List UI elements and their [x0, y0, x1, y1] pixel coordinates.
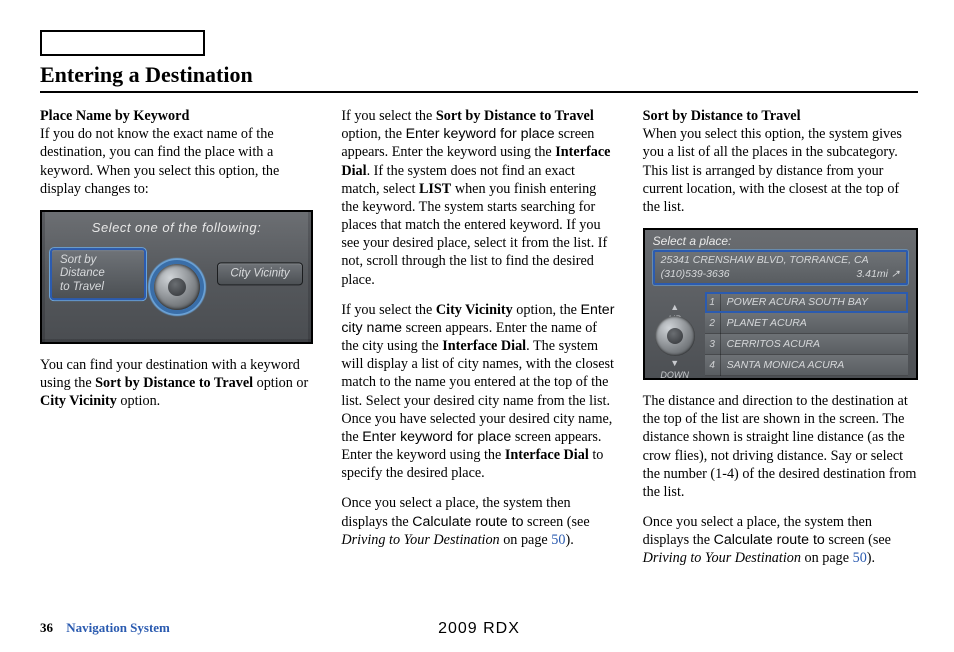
t: Sort by Distance to Travel — [436, 108, 594, 124]
t: screen (see — [825, 532, 891, 548]
shot2-title: Select a place: — [653, 234, 732, 249]
col1-heading: Place Name by Keyword — [40, 108, 189, 124]
col3-p2: The distance and direction to the destin… — [643, 392, 918, 501]
t: If you select the — [341, 302, 436, 318]
row-num: 4 — [705, 355, 721, 376]
t: ). — [565, 532, 573, 548]
dist-dir: 3.41mi ↗ — [856, 268, 899, 282]
col1-p1: If you do not know the exact name of the… — [40, 126, 279, 197]
t: Driving to Your Destination — [643, 550, 801, 566]
t: Interface Dial — [442, 338, 526, 354]
t: on page — [500, 532, 552, 548]
list-item[interactable]: 1POWER ACURA SOUTH BAY — [705, 292, 908, 313]
t: City Vicinity — [40, 393, 117, 409]
row-text: POWER ACURA SOUTH BAY — [721, 292, 868, 313]
row-num: 1 — [705, 292, 721, 313]
col2-p3: Once you select a place, the system then… — [341, 494, 616, 549]
model-year: 2009 RDX — [438, 620, 520, 638]
shot1-title: Select one of the following: — [42, 220, 311, 237]
col1-p2: You can find your destination with a key… — [40, 356, 315, 411]
t: LIST — [419, 181, 451, 197]
edge — [42, 339, 311, 342]
t: Enter keyword for place — [362, 429, 511, 445]
row-num: 2 — [705, 313, 721, 334]
row-text: SANTA MONICA ACURA — [721, 355, 845, 376]
t: screen (see — [523, 514, 589, 530]
t: option. — [117, 393, 160, 409]
screenshot-select-option: Select one of the following: Sort by Dis… — [40, 210, 313, 344]
addr-line2: (310)539-3636 3.41mi ↗ — [661, 268, 900, 282]
col1-heading-paragraph: Place Name by Keyword If you do not know… — [40, 107, 315, 198]
t: City Vicinity — [436, 302, 513, 318]
t: If you select the — [341, 108, 436, 124]
t: ). — [867, 550, 875, 566]
column-3: Sort by Distance to Travel When you sele… — [643, 107, 918, 580]
screenshot-select-place: Select a place: 25341 CRENSHAW BLVD, TOR… — [643, 228, 918, 380]
interface-dial-icon[interactable] — [154, 264, 200, 310]
city-vicinity-button[interactable]: City Vicinity — [217, 263, 303, 286]
interface-dial-icon[interactable] — [655, 316, 695, 356]
t: Driving to Your Destination — [341, 532, 499, 548]
page-number: 36 — [40, 620, 53, 635]
t: Calculate route to — [412, 514, 523, 530]
edge — [42, 212, 45, 342]
list-item[interactable]: 4SANTA MONICA ACURA — [705, 355, 908, 376]
t: option, the — [341, 126, 405, 142]
t: Sort by Distance to Travel — [95, 375, 253, 391]
selected-address-box[interactable]: 25341 CRENSHAW BLVD, TORRANCE, CA (310)5… — [653, 250, 908, 285]
page: Entering a Destination Place Name by Key… — [0, 0, 954, 652]
col3-p3: Once you select a place, the system then… — [643, 513, 918, 568]
down-label: ▼ DOWN — [645, 358, 705, 380]
t: 25341 CRENSHAW BLVD, TORRANCE, CA — [661, 254, 869, 268]
header-box — [40, 30, 205, 56]
col3-heading: Sort by Distance to Travel — [643, 108, 801, 124]
t: DOWN — [660, 370, 689, 380]
col2-p1: If you select the Sort by Distance to Tr… — [341, 107, 616, 289]
page-link[interactable]: 50 — [853, 550, 867, 566]
t: option, the — [513, 302, 581, 318]
phone: (310)539-3636 — [661, 268, 730, 282]
row-text: CERRITOS ACURA — [721, 334, 820, 355]
col3-heading-paragraph: Sort by Distance to Travel When you sele… — [643, 107, 918, 216]
btn-left-line2: to Travel — [60, 281, 136, 294]
t: Enter keyword for place — [406, 126, 555, 142]
column-1: Place Name by Keyword If you do not know… — [40, 107, 315, 580]
btn-left-line1: Sort by Distance — [60, 254, 136, 280]
row-text: PLANET ACURA — [721, 313, 807, 334]
direction-arrow-icon: ↗ — [891, 268, 900, 280]
page-title: Entering a Destination — [40, 62, 918, 93]
t: on page — [801, 550, 853, 566]
t: Calculate route to — [714, 532, 825, 548]
place-list: 1POWER ACURA SOUTH BAY 2PLANET ACURA 3CE… — [705, 292, 908, 374]
chevron-down-icon: ▼ — [670, 358, 679, 368]
page-link[interactable]: 50 — [551, 532, 565, 548]
section-name: Navigation System — [66, 620, 170, 635]
footer: 36 Navigation System 2009 RDX — [40, 620, 918, 636]
col3-p1: When you select this option, the system … — [643, 126, 902, 215]
chevron-up-icon: ▲ — [670, 302, 679, 312]
row-num: 3 — [705, 334, 721, 355]
t: Interface Dial — [505, 447, 589, 463]
dist: 3.41mi — [856, 268, 888, 280]
list-item[interactable]: 2PLANET ACURA — [705, 313, 908, 334]
col2-p2: If you select the City Vicinity option, … — [341, 301, 616, 483]
t: option or — [253, 375, 308, 391]
list-item[interactable]: 3CERRITOS ACURA — [705, 334, 908, 355]
content-columns: Place Name by Keyword If you do not know… — [40, 107, 918, 580]
edge — [308, 212, 311, 342]
addr-line1: 25341 CRENSHAW BLVD, TORRANCE, CA — [661, 254, 900, 268]
column-2: If you select the Sort by Distance to Tr… — [341, 107, 616, 580]
sort-by-distance-button[interactable]: Sort by Distance to Travel — [50, 248, 146, 300]
